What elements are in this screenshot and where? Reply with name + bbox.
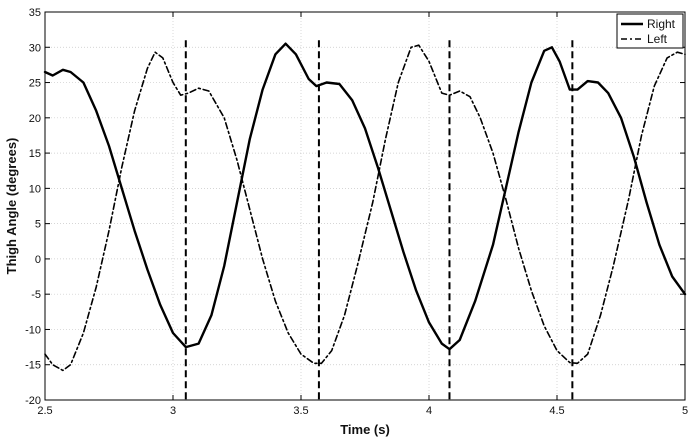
ticks [44, 11, 686, 401]
series-group [43, 42, 687, 372]
series-line-right [43, 42, 687, 351]
y-tick-label: 25 [29, 78, 41, 90]
legend-label-right: Right [647, 17, 676, 31]
x-tick-label: 3.5 [293, 405, 308, 417]
x-tick-label: 4 [426, 405, 432, 417]
y-tick-label: 5 [35, 219, 41, 231]
y-tick-label: 10 [29, 183, 41, 195]
y-tick-label: 20 [29, 113, 41, 125]
x-tick-label: 3 [170, 405, 176, 417]
y-tick-label: 0 [35, 254, 41, 266]
y-tick-label: 30 [29, 42, 41, 54]
y-tick-label: -5 [31, 289, 41, 301]
y-tick-label: 35 [29, 7, 41, 19]
y-tick-label: -20 [25, 395, 41, 407]
tick-labels: 2.5 3 3.5 4 4.5 5 -20 -15 -10 -5 0 5 10 15 20 25 30 35 [25, 7, 688, 417]
legend-label-left: Left [647, 32, 668, 46]
x-tick-label: 2.5 [37, 405, 52, 417]
plot-frame [44, 11, 686, 401]
legend-box [616, 13, 684, 49]
x-axis-label: Time (s) [340, 422, 390, 437]
vertical-markers [184, 40, 574, 400]
y-tick-label: -10 [25, 324, 41, 336]
series-line-left [44, 44, 686, 372]
y-axis-label: Thigh Angle (degrees) [4, 138, 19, 275]
y-tick-label: 15 [29, 148, 41, 160]
legend: Right Left [616, 13, 684, 49]
x-tick-label: 5 [682, 405, 688, 417]
grid [44, 11, 686, 401]
x-tick-label: 4.5 [549, 405, 564, 417]
y-tick-label: -15 [25, 360, 41, 372]
